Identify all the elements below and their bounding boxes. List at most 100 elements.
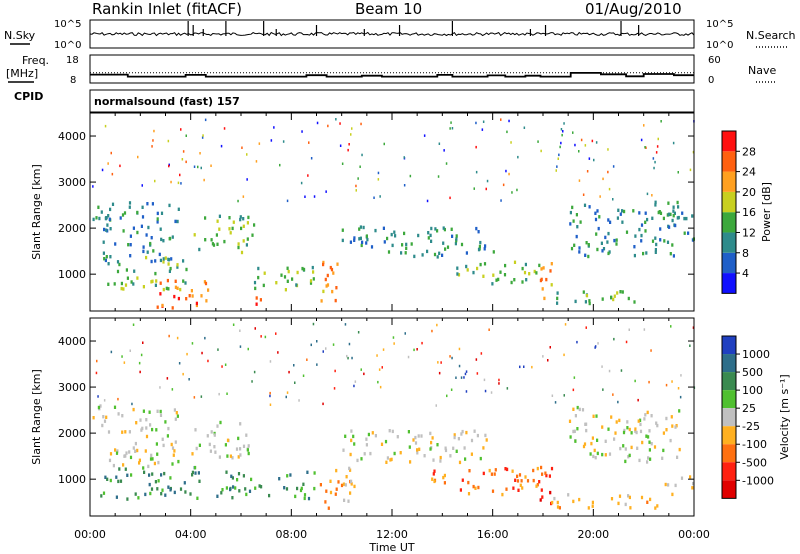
power-echo-cell (167, 262, 170, 266)
velocity-colorbar-tick-label: -1000 (742, 474, 774, 487)
velocity-echo-cell (653, 445, 657, 449)
velocity-echo-cell (156, 487, 159, 491)
power-echo-cell (427, 236, 430, 240)
velocity-echo-cell (209, 449, 212, 453)
power-echo-cell (98, 216, 101, 221)
cpid-panel-frame (89, 89, 695, 113)
power-echo-cell (127, 243, 130, 247)
velocity-echo-cell (115, 475, 118, 479)
power-colorbar-segment (722, 131, 736, 152)
power-echo-cell (584, 253, 587, 257)
velocity-scatter-point (217, 348, 219, 351)
velocity-echo-cell (519, 483, 522, 487)
power-echo-cell (394, 234, 397, 238)
velocity-echo-cell (360, 457, 363, 461)
power-echo-cell (594, 211, 597, 215)
velocity-echoes (92, 322, 696, 510)
velocity-scatter-point (138, 361, 141, 365)
noise-right-tick-top: 10^5 (706, 19, 733, 30)
velocity-scatter-point (523, 365, 525, 368)
velocity-scatter-point (381, 366, 383, 369)
power-echo-cell (602, 247, 606, 251)
power-echo-cell (102, 251, 105, 255)
power-echo-cell (604, 235, 607, 240)
power-echo-cell (491, 282, 494, 286)
velocity-echo-cell (591, 436, 594, 440)
time-tick-label: 00:00 (74, 528, 106, 541)
power-scatter-point (591, 139, 594, 143)
power-echo-cell (358, 237, 361, 241)
velocity-echo-cell (115, 451, 119, 455)
power-ytick-label: 4000 (58, 130, 86, 143)
power-echo-cell (387, 250, 391, 254)
power-echo-cell (171, 235, 174, 239)
velocity-echo-cell (198, 479, 201, 483)
power-echo-cell (646, 217, 649, 222)
power-scatter-point (473, 187, 475, 190)
power-echo-cell (128, 205, 131, 209)
velocity-colorbar-segment (722, 408, 736, 427)
velocity-echo-cell (541, 472, 544, 476)
velocity-echo-cell (369, 451, 372, 456)
power-echo-cell (136, 230, 139, 235)
power-echo-cell (334, 298, 337, 303)
velocity-echo-cell (302, 482, 305, 486)
power-echo-region (253, 265, 315, 292)
power-scatter-point (273, 126, 275, 129)
power-echo-cell (353, 236, 356, 240)
velocity-echo-cell (109, 478, 112, 483)
power-echo-cell (478, 244, 481, 249)
velocity-scatter-point (218, 392, 220, 396)
power-echo-cell (666, 240, 670, 244)
power-echo-cell (621, 220, 624, 224)
power-scatter-point (286, 199, 289, 203)
power-scatter-point (645, 146, 647, 149)
velocity-echo-cell (436, 443, 439, 447)
velocity-echo-cell (490, 472, 493, 476)
velocity-echo-cell (134, 449, 137, 453)
power-echo-cell (584, 300, 587, 304)
velocity-echo-cell (643, 417, 646, 421)
power-echo-cell (104, 258, 107, 263)
power-echo-cell (120, 281, 123, 286)
power-echo-cell (475, 226, 478, 231)
velocity-echo-cell (505, 487, 508, 491)
power-echo-cell (154, 271, 157, 276)
power-echo-cell (129, 234, 132, 238)
velocity-echo-cell (596, 451, 599, 456)
velocity-scatter-point (176, 336, 179, 340)
power-echo-cell (195, 303, 198, 308)
velocity-echo-cell (342, 482, 345, 486)
power-echo-cell (229, 231, 232, 235)
velocity-echo-cell (461, 478, 464, 482)
velocity-echo-cell (409, 460, 412, 464)
velocity-echo-cell (584, 422, 587, 426)
power-echo-cell (677, 215, 680, 220)
velocity-echo-cell (169, 488, 172, 492)
velocity-scatter-point (360, 368, 362, 371)
power-echo-cell (177, 296, 180, 301)
power-echo-cell (122, 287, 125, 291)
velocity-scatter-point (549, 346, 551, 349)
velocity-echo-cell (148, 482, 151, 487)
power-scatter-point (449, 127, 451, 130)
power-scatter-point (451, 127, 454, 130)
velocity-scatter-point (95, 371, 98, 375)
velocity-echo-cell (414, 435, 417, 440)
velocity-colorbar-tick-label: -500 (742, 456, 767, 469)
velocity-scatter-point (97, 395, 99, 398)
power-echo-cell (360, 243, 363, 248)
power-scatter-point (502, 183, 505, 187)
power-echo-cell (596, 209, 599, 213)
velocity-echo-cell (254, 486, 257, 490)
velocity-echo-cell (162, 443, 165, 448)
velocity-scatter-point (435, 404, 437, 407)
power-echo-cell (410, 242, 413, 246)
velocity-echo-cell (596, 438, 599, 442)
velocity-scatter-point (650, 349, 652, 352)
nave-right-tick-bottom: 0 (708, 75, 714, 86)
power-scatter-point (689, 168, 692, 172)
velocity-echo-cell (656, 504, 659, 508)
velocity-colorbar-segment (722, 336, 736, 355)
power-echo-cell (296, 270, 299, 275)
